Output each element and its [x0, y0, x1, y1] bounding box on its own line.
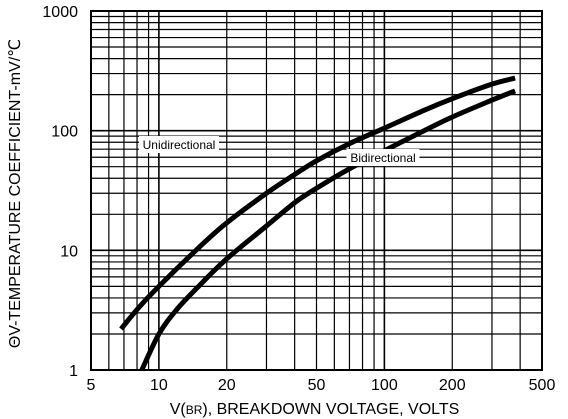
y-tick-label: 100: [51, 124, 78, 141]
series-label-unidirectional: Unidirectional: [143, 138, 216, 152]
y-tick-label: 10: [60, 243, 78, 260]
x-tick-label: 200: [439, 377, 466, 394]
series-label-box: [139, 136, 219, 153]
x-axis-label: V(BR), BREAKDOWN VOLTAGE, VOLTS: [170, 401, 460, 418]
x-tick-label: 100: [371, 377, 398, 394]
y-tick-label: 1000: [42, 4, 78, 21]
series-line-bidirectional: [139, 88, 517, 372]
series-labels: Unidirectional Bidirectional: [139, 136, 420, 166]
tick-labels: 5 10 20 50 100 200 500 1 10 100 1000: [42, 4, 555, 394]
x-tick-label: 500: [529, 377, 556, 394]
x-tick-label: 50: [308, 377, 326, 394]
x-tick-label: 5: [87, 377, 96, 394]
series-label-box: [346, 149, 420, 166]
series-label-bidirectional: Bidirectional: [350, 151, 415, 165]
x-tick-label: 10: [150, 377, 168, 394]
series-line-unidirectional: [119, 75, 516, 331]
series-layer: [119, 75, 517, 372]
x-tick-label: 20: [218, 377, 236, 394]
y-tick-label: 1: [69, 363, 78, 380]
plot-frame: [90, 10, 543, 371]
y-axis-label: ΘV-TEMPERATURE COEFFICIENT-mV/℃: [7, 39, 24, 348]
